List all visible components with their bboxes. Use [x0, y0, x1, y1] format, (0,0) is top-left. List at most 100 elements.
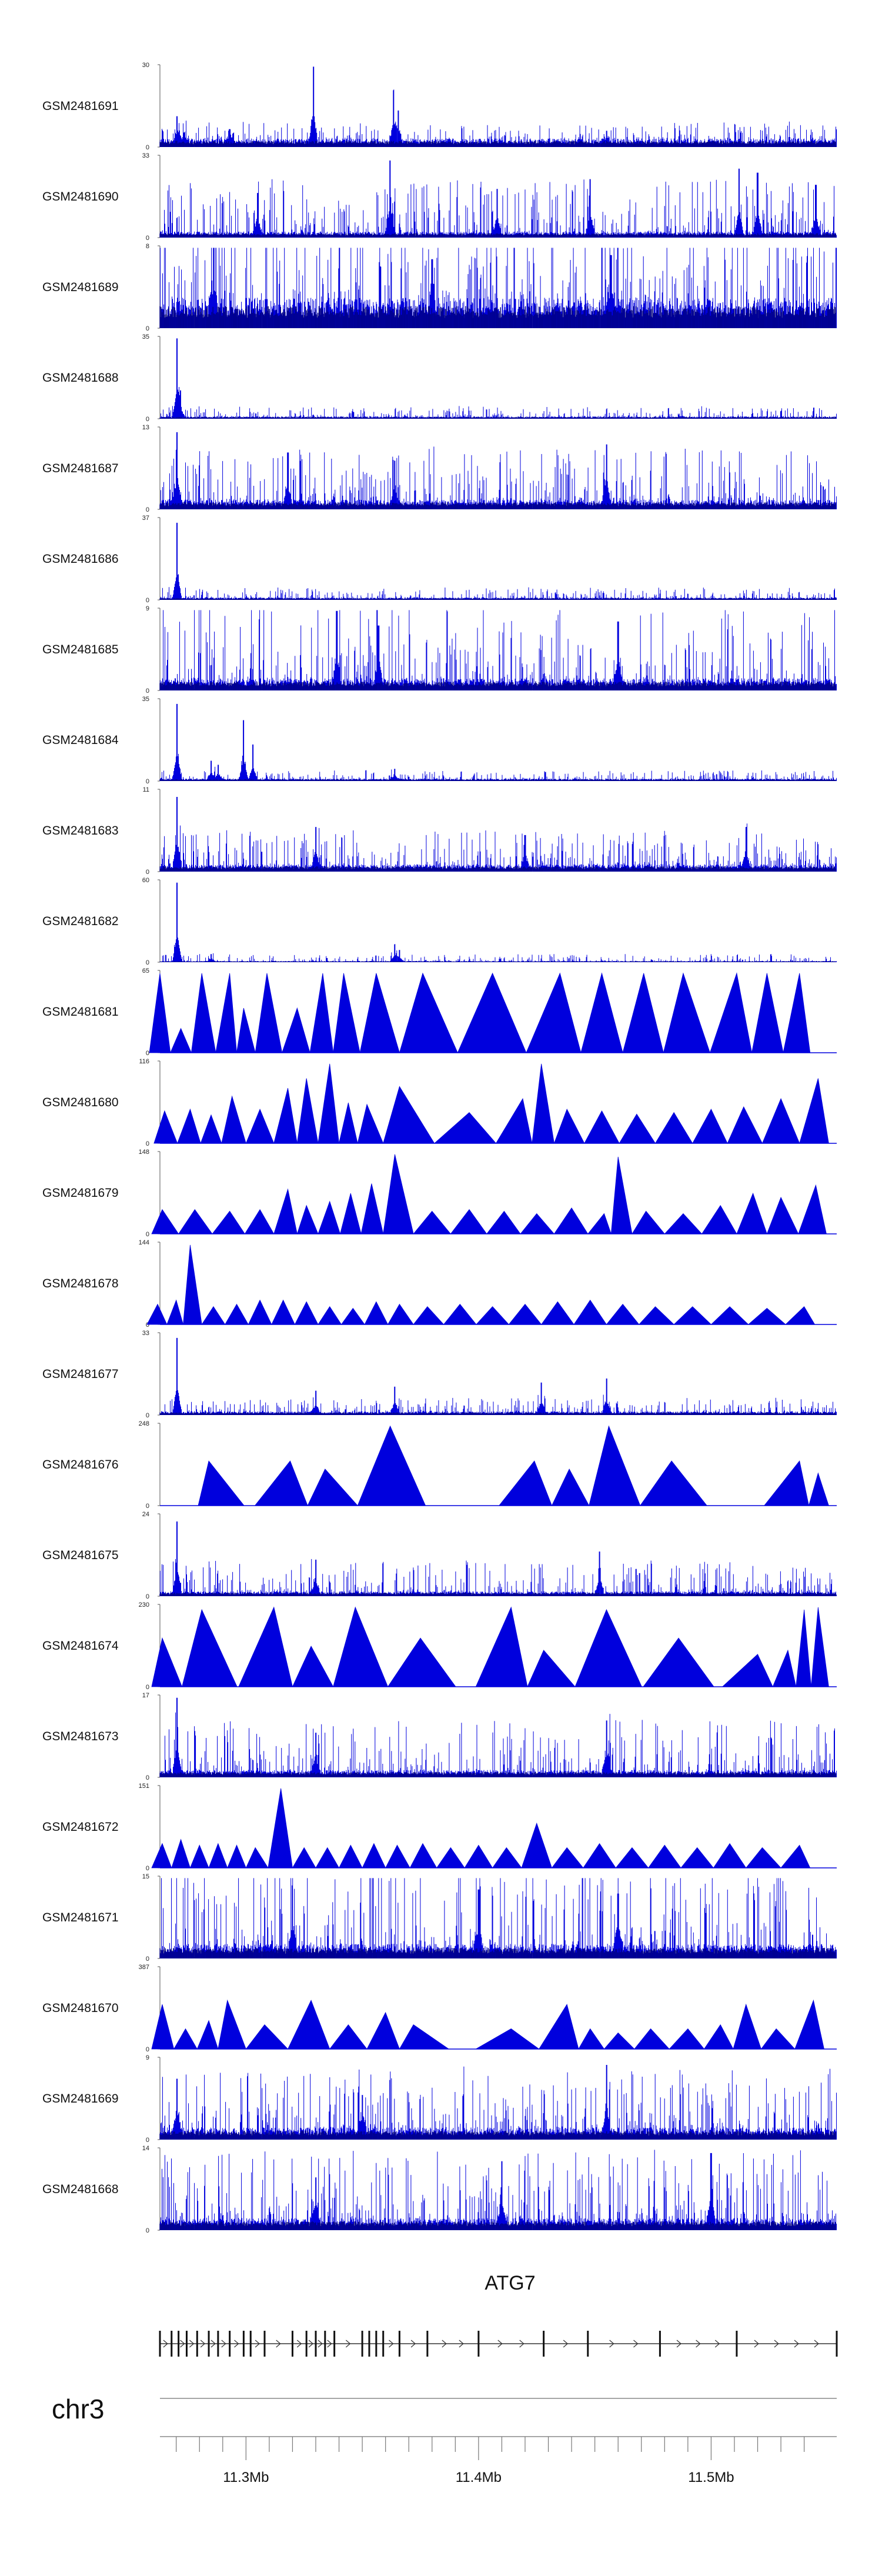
track-GSM2481681: GSM2481681 65 0 — [42, 967, 837, 1057]
y-min-label: 0 — [146, 1684, 149, 1691]
signal-peak — [177, 1108, 201, 1144]
signal-peak — [486, 1210, 521, 1234]
y-min-label: 0 — [146, 1412, 149, 1419]
track-GSM2481678: GSM2481678 144 0 — [42, 1239, 837, 1329]
signal-peak — [436, 1847, 465, 1868]
track-label: GSM2481676 — [42, 1458, 119, 1471]
track-label: GSM2481682 — [42, 915, 119, 928]
strand-arrow — [676, 2340, 681, 2348]
signal-coverage — [159, 1771, 836, 1777]
signal-peak — [476, 1306, 510, 1325]
y-min-label: 0 — [146, 869, 149, 876]
signal-peak — [664, 1213, 703, 1234]
signal-peak — [387, 1303, 414, 1325]
signal-peak — [721, 1654, 773, 1687]
signal-peak — [238, 1606, 293, 1687]
y-max-label: 116 — [139, 1058, 149, 1065]
signal-peak — [333, 1606, 389, 1687]
signal-peak — [794, 1999, 824, 2050]
y-max-label: 148 — [139, 1149, 149, 1156]
signal-peak — [383, 1086, 435, 1144]
signal-peak — [745, 1847, 781, 1868]
y-max-label: 24 — [142, 1511, 149, 1518]
track-GSM2481689: GSM2481689 8 0 — [42, 243, 837, 332]
signal-peak — [296, 1204, 319, 1234]
signal-peak — [727, 1106, 763, 1144]
signal-peak — [654, 1112, 693, 1144]
signal-peak — [475, 1606, 528, 1687]
signal-trace — [160, 1697, 837, 1777]
signal-peak — [208, 1843, 228, 1868]
signal-peak — [340, 1193, 362, 1234]
signal-peak — [433, 1112, 497, 1144]
y-max-label: 387 — [139, 1964, 149, 1971]
signal-peak — [221, 1095, 246, 1144]
signal-peak — [307, 1469, 359, 1506]
strand-arrow — [296, 2340, 302, 2348]
signal-peak — [318, 1063, 340, 1144]
exon-mark — [242, 2331, 245, 2357]
signal-peak — [538, 2004, 579, 2050]
signal-peak — [170, 1027, 192, 1053]
track-GSM2481670: GSM2481670 387 0 — [42, 1964, 837, 2053]
signal-peak — [149, 973, 171, 1053]
exon-mark — [305, 2331, 308, 2357]
strand-arrow — [327, 2340, 332, 2348]
track-label: GSM2481672 — [42, 1820, 119, 1834]
signal-peak — [492, 1847, 522, 1868]
track-label: GSM2481687 — [42, 462, 119, 475]
strand-arrow — [459, 2340, 464, 2348]
track-label: GSM2481678 — [42, 1277, 119, 1290]
signal-peak — [333, 973, 360, 1053]
exon-mark — [208, 2331, 210, 2357]
track-label: GSM2481683 — [42, 824, 119, 837]
track-GSM2481682: GSM2481682 60 0 — [42, 877, 837, 966]
y-min-label: 0 — [146, 1865, 149, 1872]
signal-trace — [160, 1878, 837, 1958]
exon-mark — [361, 2331, 363, 2357]
signal-peak — [520, 1213, 555, 1234]
exon-mark — [249, 2331, 252, 2357]
signal-peak — [527, 1650, 576, 1687]
y-max-label: 35 — [142, 696, 149, 703]
signal-peak — [413, 1306, 445, 1325]
exon-mark — [426, 2331, 429, 2357]
signal-peak — [383, 1154, 414, 1234]
track-GSM2481688: GSM2481688 35 0 — [42, 333, 837, 423]
y-max-label: 9 — [146, 605, 149, 612]
y-min-label: 0 — [146, 597, 149, 604]
signal-peak — [357, 1425, 426, 1506]
y-min-label: 0 — [146, 1322, 149, 1329]
signal-peak — [182, 1609, 238, 1687]
signal-peak — [294, 1301, 319, 1325]
strand-arrow — [189, 2340, 195, 2348]
track-label: GSM2481686 — [42, 552, 119, 566]
strand-arrow — [255, 2340, 260, 2348]
strand-arrow — [211, 2340, 216, 2348]
strand-arrow — [563, 2340, 569, 2348]
y-min-label: 0 — [146, 959, 149, 966]
signal-peak — [273, 1088, 298, 1144]
signal-peak — [339, 1102, 358, 1144]
strand-arrow — [163, 2340, 168, 2348]
signal-peak — [359, 973, 400, 1053]
track-label: GSM2481677 — [42, 1367, 119, 1381]
strand-arrow — [308, 2340, 314, 2348]
exon-mark — [736, 2331, 738, 2357]
track-GSM2481680: GSM2481680 116 0 — [42, 1058, 837, 1147]
signal-peak — [151, 1209, 179, 1234]
signal-coverage — [159, 961, 836, 962]
signal-peak — [173, 2028, 198, 2050]
signal-peak — [638, 1306, 675, 1325]
y-max-label: 144 — [139, 1239, 149, 1246]
y-max-label: 230 — [139, 1601, 149, 1609]
signal-peak — [254, 1460, 308, 1506]
track-GSM2481671: GSM2481671 15 0 — [42, 1873, 837, 1963]
signal-peak — [578, 2028, 605, 2050]
exon-mark — [185, 2331, 188, 2357]
exon-mark — [659, 2331, 661, 2357]
strand-arrow — [221, 2340, 226, 2348]
signal-peak — [540, 1301, 574, 1325]
signal-peak — [766, 1196, 799, 1234]
strand-arrow — [276, 2340, 281, 2348]
